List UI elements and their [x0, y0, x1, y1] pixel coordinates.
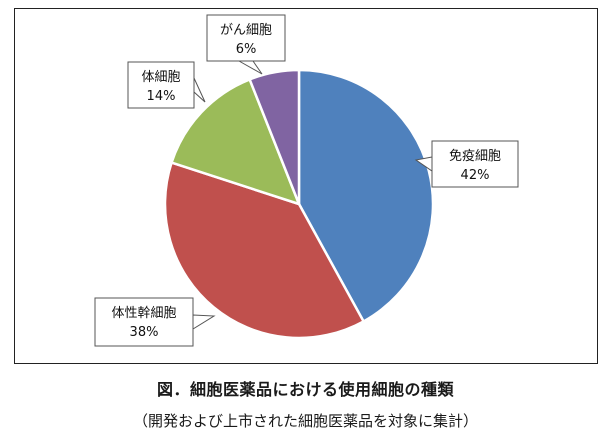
callout-box	[94, 297, 194, 347]
category-label: 体性幹細胞	[111, 305, 176, 321]
pie-slice-3	[169, 77, 302, 207]
category-label: がん細胞	[220, 23, 272, 38]
callout-box	[206, 14, 286, 62]
callout-1: 免疫細胞 42%	[414, 140, 519, 188]
callout-box	[431, 140, 519, 188]
figure-caption: 図．細胞医薬品における使用細胞の種類	[156, 380, 454, 399]
pie-slice-2	[163, 161, 366, 340]
figure-subcaption: （開発および上市された細胞医薬品を対象に集計）	[132, 412, 478, 430]
percent-label: 14%	[147, 89, 176, 104]
pie-slice-1	[297, 68, 435, 324]
pie-slice-4	[248, 68, 301, 205]
callout-3: 体細胞 14%	[127, 61, 206, 109]
callout-2: 体性幹細胞 38%	[94, 297, 216, 347]
callout-box	[127, 61, 195, 109]
category-label: 免疫細胞	[449, 148, 501, 164]
category-label: 体細胞	[141, 70, 180, 85]
percent-label: 42%	[461, 168, 490, 183]
percent-label: 38%	[130, 325, 159, 340]
percent-label: 6%	[236, 42, 257, 57]
callout-4: がん細胞 6%	[206, 14, 286, 75]
